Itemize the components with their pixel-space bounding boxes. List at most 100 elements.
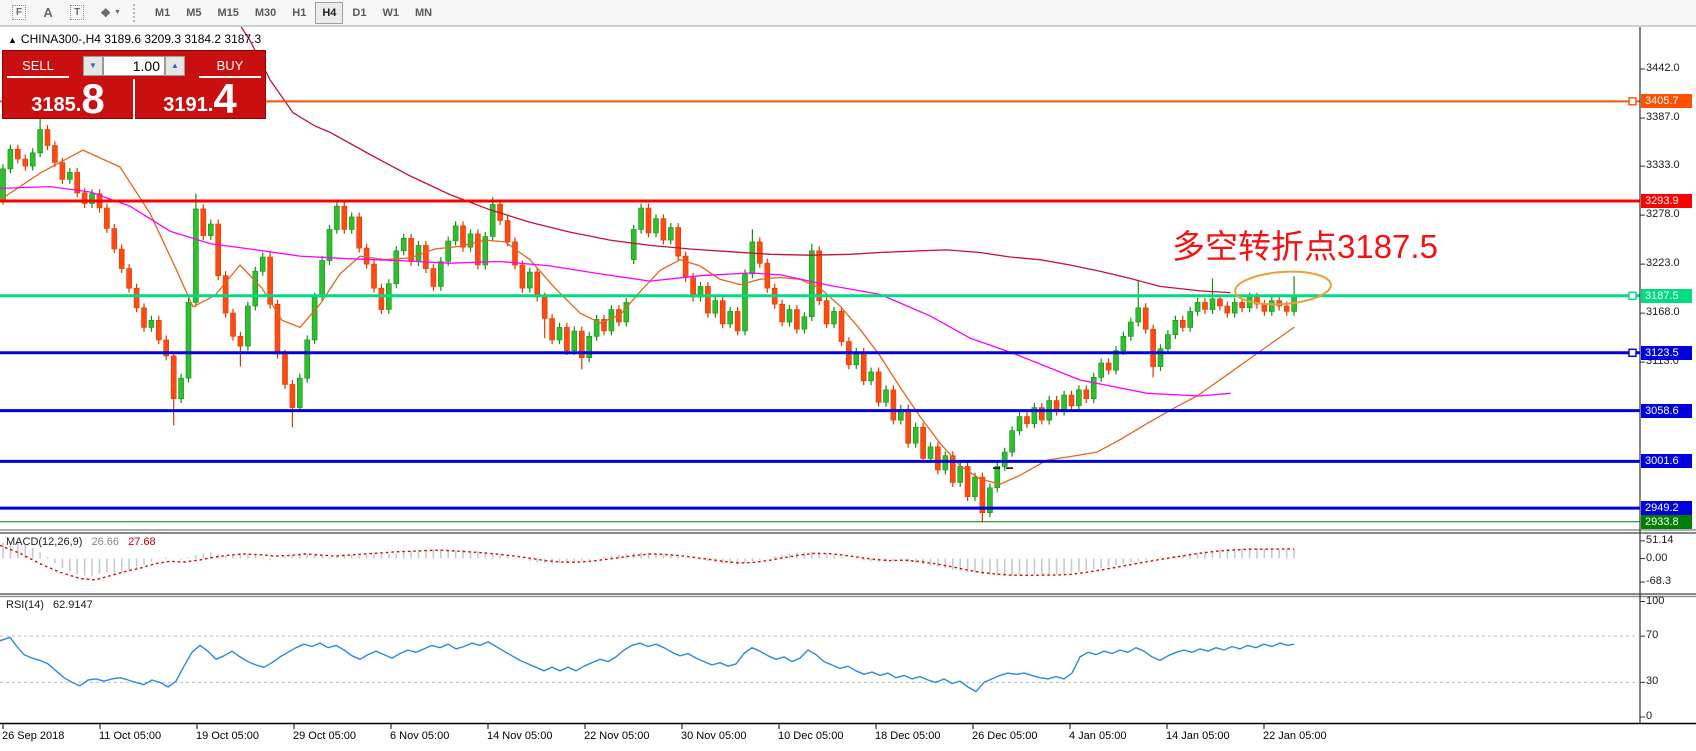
rsi-axis-label: 100 xyxy=(1646,594,1665,607)
volume-input[interactable] xyxy=(103,56,165,76)
ask-integer: 3191 xyxy=(163,94,208,116)
macd-axis-label: 51.14 xyxy=(1646,533,1674,546)
price-tick-label: 3333.0 xyxy=(1646,159,1680,172)
time-axis-label: 30 Nov 05:00 xyxy=(681,730,747,742)
time-axis-label: 18 Dec 05:00 xyxy=(875,730,941,742)
time-axis-label: 26 Dec 05:00 xyxy=(972,730,1038,742)
line-anchor-marker[interactable] xyxy=(1628,97,1637,106)
time-axis-label: 14 Jan 05:00 xyxy=(1166,730,1230,742)
grid-f-icon: F xyxy=(12,5,27,20)
font-a-icon: A xyxy=(43,5,53,20)
collapse-arrow-icon[interactable]: ▲ xyxy=(8,35,17,45)
text-annotation[interactable]: 多空转折点3187.5 xyxy=(1172,228,1438,265)
ellipse-highlight[interactable] xyxy=(1234,269,1332,308)
macd-histogram xyxy=(2,541,1295,576)
macd-signal-line xyxy=(0,544,1295,581)
macd-axis-label: 0.00 xyxy=(1646,551,1668,564)
macd-header: MACD(12,26,9) 26.66 27.68 xyxy=(6,536,156,548)
arrow-up-icon: ▲ xyxy=(171,61,179,70)
down-candle-bodies xyxy=(15,129,1290,513)
price-tick-label: 3278.0 xyxy=(1646,208,1680,221)
new-order-icon[interactable]: F xyxy=(5,2,33,24)
text-t-icon: T xyxy=(70,5,85,20)
bid-price[interactable]: 3185. 8 xyxy=(3,75,133,123)
macd-signal-value: 27.68 xyxy=(128,536,156,548)
time-axis-label: 6 Nov 05:00 xyxy=(390,730,450,742)
time-axis-label: 26 Sep 2018 xyxy=(2,730,65,742)
bid-big-digit: 8 xyxy=(81,75,105,123)
volume-increment-button[interactable]: ▲ xyxy=(165,56,185,76)
time-axis-label: 19 Oct 05:00 xyxy=(196,730,259,742)
volume-decrement-button[interactable]: ▼ xyxy=(83,56,103,76)
rsi-axis-label: 0 xyxy=(1646,710,1653,722)
time-axis-label: 22 Nov 05:00 xyxy=(584,730,650,742)
chevron-down-icon: ▼ xyxy=(113,9,121,16)
price-line-label: 3405.7 xyxy=(1641,94,1692,109)
timeframe-button-d1[interactable]: D1 xyxy=(345,2,373,24)
line-anchor-marker[interactable] xyxy=(1628,348,1637,357)
rsi-value: 62.9147 xyxy=(52,599,93,611)
price-tick-label: 3387.0 xyxy=(1646,111,1680,123)
trade-panel-prices: 3185. 8 3191. 4 xyxy=(3,75,265,123)
ask-price[interactable]: 3191. 4 xyxy=(133,75,265,123)
macd-main-value: 26.66 xyxy=(91,536,120,548)
bid-integer: 3185 xyxy=(31,94,76,116)
price-tick-label: 3223.0 xyxy=(1646,257,1680,270)
toolbar: F A T ❖ ▼ M1 M5 M15 M30 H1 H4 D1 W1 MN xyxy=(0,0,1696,26)
rsi-line xyxy=(0,636,1295,693)
timeframe-button-m30[interactable]: M30 xyxy=(248,2,283,24)
text-label-button[interactable]: T xyxy=(63,2,91,24)
diamond-icon: ❖ xyxy=(100,5,111,20)
rsi-axis-label: 70 xyxy=(1646,629,1659,642)
timeframe-button-mn[interactable]: MN xyxy=(408,2,439,24)
price-line-label: 3123.5 xyxy=(1641,345,1692,360)
timeframe-button-m5[interactable]: M5 xyxy=(179,2,208,24)
timeframe-button-w1[interactable]: W1 xyxy=(375,2,406,24)
time-axis-label: 29 Oct 05:00 xyxy=(293,730,356,742)
sell-button[interactable]: SELL xyxy=(7,55,69,78)
rsi-label: RSI(14) xyxy=(6,599,44,611)
price-line-label: 2949.2 xyxy=(1641,501,1692,516)
time-axis-label: 22 Jan 05:00 xyxy=(1263,730,1327,742)
timeframe-button-m15[interactable]: M15 xyxy=(210,2,245,24)
price-line-label: 2933.8 xyxy=(1641,514,1692,529)
timeframe-button-h1[interactable]: H1 xyxy=(285,2,313,24)
ask-dot: . xyxy=(207,94,214,116)
time-axis-label: 4 Jan 05:00 xyxy=(1069,730,1127,742)
arrow-down-icon: ▼ xyxy=(89,61,97,70)
bid-dot: . xyxy=(75,94,82,116)
price-line-label: 3001.6 xyxy=(1641,454,1692,469)
rsi-axis-label: 30 xyxy=(1646,675,1659,688)
ma-slow-crimson xyxy=(234,16,1231,294)
time-axis-label: 10 Dec 05:00 xyxy=(778,730,844,742)
symbol-name: CHINA300-,H4 xyxy=(20,32,101,46)
object-style-button[interactable]: ❖ ▼ xyxy=(93,2,128,24)
buy-button[interactable]: BUY xyxy=(199,55,261,78)
time-axis-label: 11 Oct 05:00 xyxy=(99,730,162,742)
trade-panel-top-row: SELL ▼ ▲ BUY xyxy=(3,51,265,79)
one-click-trade-panel: SELL ▼ ▲ BUY 3185.8 3191.4 xyxy=(2,50,266,123)
price-line-label: 3293.9 xyxy=(1641,193,1692,208)
timeframe-group: M1 M5 M15 M30 H1 H4 D1 W1 MN xyxy=(147,1,440,24)
macd-axis-label: -68.3 xyxy=(1646,575,1672,588)
toolbar-grip[interactable] xyxy=(132,3,139,22)
price-tick-label: 3168.0 xyxy=(1646,306,1680,319)
font-button[interactable]: A xyxy=(35,2,61,24)
ohlc-values: 3189.6 3209.3 3184.2 3187.3 xyxy=(104,32,262,46)
macd-label: MACD(12,26,9) xyxy=(6,536,83,548)
price-line-label: 3187.5 xyxy=(1641,288,1692,303)
ma-mid-magenta xyxy=(0,185,1231,397)
up-candle-bodies xyxy=(0,129,1297,513)
chart-title: ▲ CHINA300-,H4 3189.6 3209.3 3184.2 3187.… xyxy=(8,32,261,46)
up-candle-wicks xyxy=(2,110,1295,518)
time-axis-label: 14 Nov 05:00 xyxy=(487,730,553,742)
ask-big-digit: 4 xyxy=(213,75,237,123)
line-anchor-marker[interactable] xyxy=(1628,291,1637,300)
rsi-header: RSI(14) 62.9147 xyxy=(6,599,93,611)
timeframe-button-m1[interactable]: M1 xyxy=(148,2,177,24)
price-tick-label: 3442.0 xyxy=(1646,62,1680,74)
price-line-label: 3058.6 xyxy=(1641,403,1692,418)
timeframe-button-h4[interactable]: H4 xyxy=(315,1,344,24)
